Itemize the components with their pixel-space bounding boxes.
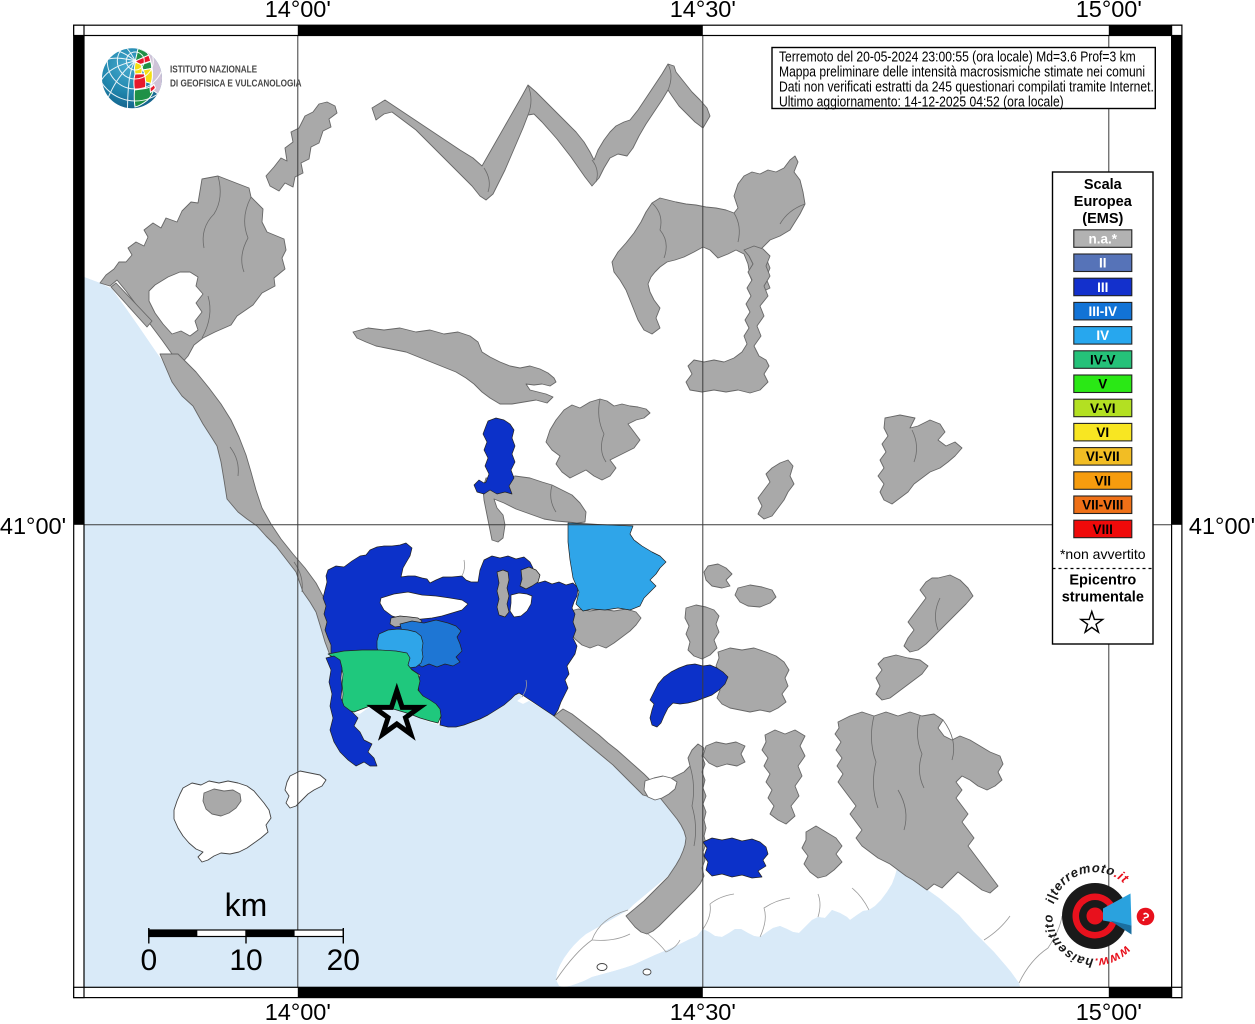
svg-text:Scala: Scala	[1084, 177, 1123, 193]
svg-text:Ultimo aggiornamento: 14-12-20: Ultimo aggiornamento: 14-12-2025 04:52 (…	[779, 93, 1064, 109]
svg-text:V: V	[1098, 377, 1107, 392]
svg-text:VI-VII: VI-VII	[1086, 449, 1120, 464]
svg-text:Dati non verificati estratti d: Dati non verificati estratti da 245 ques…	[779, 78, 1154, 94]
svg-text:20: 20	[327, 944, 360, 977]
svg-text:km: km	[225, 887, 268, 923]
svg-text:Epicentro: Epicentro	[1069, 573, 1136, 589]
svg-text:Mappa preliminare delle intens: Mappa preliminare delle intensità macros…	[779, 63, 1145, 79]
svg-text:ISTITUTO NAZIONALE: ISTITUTO NAZIONALE	[170, 64, 257, 75]
svg-text:14°30': 14°30'	[670, 0, 736, 22]
svg-text:(EMS): (EMS)	[1082, 211, 1123, 227]
svg-text:II: II	[1099, 256, 1107, 271]
svg-text:III-IV: III-IV	[1089, 304, 1118, 319]
svg-text:15°00': 15°00'	[1076, 0, 1142, 22]
svg-text:41°00': 41°00'	[0, 513, 66, 539]
svg-text:IV: IV	[1096, 328, 1109, 343]
svg-text:0: 0	[140, 944, 157, 977]
svg-text:10: 10	[229, 944, 262, 977]
svg-text:VI: VI	[1096, 425, 1109, 440]
svg-text:VIII: VIII	[1093, 522, 1113, 537]
svg-text:VII: VII	[1095, 473, 1112, 488]
svg-text:Terremoto del 20-05-2024 23:00: Terremoto del 20-05-2024 23:00:55 (ora l…	[779, 48, 1136, 64]
svg-text:IV-V: IV-V	[1090, 352, 1116, 367]
svg-text:n.a.*: n.a.*	[1089, 231, 1118, 246]
svg-text:V-VI: V-VI	[1090, 401, 1116, 416]
svg-text:strumentale: strumentale	[1062, 590, 1144, 606]
svg-text:41°00': 41°00'	[1189, 513, 1255, 539]
svg-text:DI GEOFISICA E VULCANOLOGIA: DI GEOFISICA E VULCANOLOGIA	[170, 78, 302, 89]
svg-text:14°00': 14°00'	[265, 0, 331, 22]
svg-text:14°30': 14°30'	[670, 999, 736, 1024]
svg-text:*non avvertito: *non avvertito	[1060, 546, 1146, 562]
svg-text:14°00': 14°00'	[265, 999, 331, 1024]
svg-text:15°00': 15°00'	[1076, 999, 1142, 1024]
svg-text:III: III	[1097, 280, 1108, 295]
svg-text:Europea: Europea	[1074, 194, 1133, 210]
svg-text:VII-VIII: VII-VIII	[1082, 498, 1123, 513]
